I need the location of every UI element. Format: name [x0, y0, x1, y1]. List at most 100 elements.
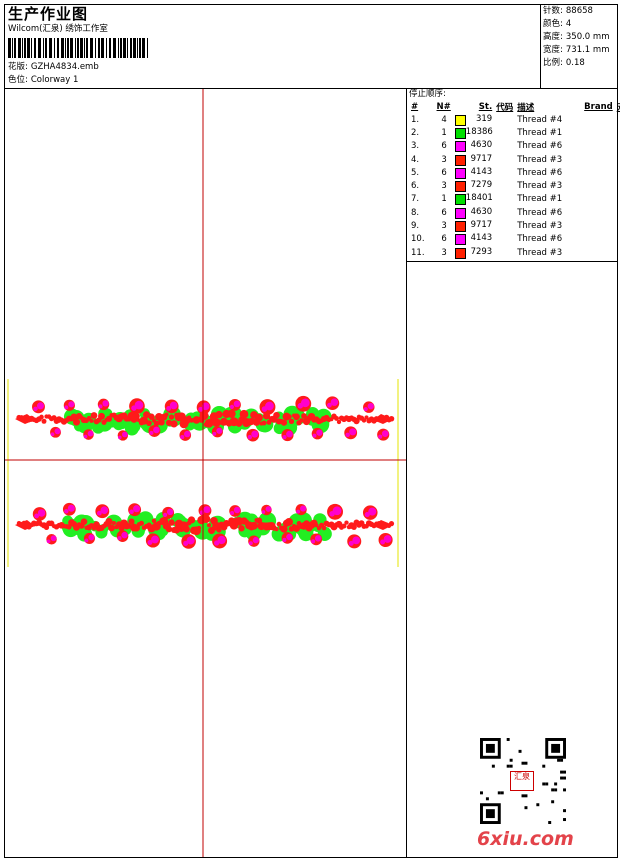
row-code	[494, 113, 515, 126]
pink-rose-center	[88, 534, 95, 541]
thread-color-swatch	[454, 154, 466, 166]
red-vine-stitch	[43, 524, 50, 531]
table-row: 7. 1 18401 Thread #1	[409, 193, 620, 206]
red-vine-stitch	[239, 409, 249, 419]
row-description: Thread #1	[517, 127, 563, 138]
qr-module	[524, 794, 528, 798]
qr-module	[480, 791, 483, 795]
pink-rose-highlight	[64, 509, 69, 514]
red-vine-stitch	[261, 420, 267, 426]
row-stitches: 7293	[453, 246, 494, 259]
qr-module	[563, 809, 566, 813]
red-vine-stitch	[255, 413, 263, 422]
right-end-leaf	[373, 520, 393, 530]
page-title: 生产作业图	[8, 5, 89, 23]
stat-label: 高度:	[543, 32, 563, 42]
row-needle: 6	[441, 234, 447, 245]
red-vine-stitch	[168, 414, 175, 420]
design-file-row: 花版: GZHA4834.emb	[8, 62, 99, 73]
qr-module	[485, 743, 495, 753]
pink-rose-center	[383, 535, 392, 543]
qr-module	[485, 809, 495, 819]
barcode-bar	[113, 38, 116, 58]
colorway-row: 色位: Colorway 1	[8, 75, 78, 86]
qr-module	[518, 749, 522, 753]
red-vine-stitch	[187, 516, 196, 524]
red-vine-stitch	[351, 524, 357, 530]
stat-label: 比例:	[543, 58, 563, 68]
stat-value: 731.1 mm	[565, 45, 610, 55]
barcode-bar	[75, 38, 76, 58]
qr-module	[563, 818, 566, 822]
row-needle: 1	[441, 127, 447, 138]
red-vine-stitch	[165, 525, 173, 533]
qr-module	[545, 782, 549, 786]
row-needle: 3	[441, 221, 447, 232]
red-vine-stitch	[285, 517, 293, 526]
red-vine-stitch	[336, 419, 342, 425]
red-vine-stitch	[128, 518, 135, 525]
red-vine-stitch	[353, 417, 360, 425]
row-needle: 1	[441, 194, 447, 205]
red-vine-stitch	[341, 523, 347, 529]
pink-rose-center	[50, 535, 57, 542]
left-end-leaf	[15, 520, 35, 530]
row-description: Thread #1	[517, 194, 563, 205]
stats-block: 针数: 88658 颜色: 4 高度: 350.0 mm 宽度: 731.1 mm 比例…	[543, 6, 609, 69]
barcode-bar	[142, 38, 145, 58]
pink-rose-center	[203, 506, 211, 514]
red-vine-stitch	[72, 418, 81, 426]
row-brand	[564, 219, 615, 232]
pink-rose-center	[36, 402, 45, 410]
row-code	[494, 153, 515, 166]
pink-rose-highlight	[199, 510, 205, 515]
qr-code	[480, 738, 566, 824]
pink-rose-highlight	[345, 432, 350, 438]
row-description: Thread #6	[517, 207, 563, 218]
col-code: 代码	[496, 103, 514, 113]
row-needle: 6	[441, 141, 447, 152]
row-brand	[564, 153, 615, 166]
qr-module	[554, 782, 558, 786]
pink-rose-highlight	[118, 435, 122, 440]
table-row: 6. 3 7279 Thread #3	[409, 179, 620, 193]
row-needle: 3	[441, 181, 447, 192]
pink-rose-center	[166, 508, 174, 516]
barcode-bar	[95, 38, 96, 58]
row-needle: 6	[441, 207, 447, 218]
pink-rose-center	[233, 400, 241, 408]
pink-rose-center	[37, 509, 46, 517]
pink-rose-center	[286, 430, 293, 438]
barcode-bar	[90, 38, 93, 58]
row-code	[494, 179, 515, 192]
barcode-bar	[43, 38, 44, 58]
row-stitches: 9717	[453, 219, 494, 233]
pink-rose-highlight	[149, 430, 154, 436]
row-element	[615, 153, 620, 166]
stat-value: 88658	[565, 6, 593, 16]
red-vine-stitch	[344, 520, 349, 525]
row-element	[615, 193, 620, 206]
pink-rose-center	[286, 533, 293, 541]
stat-value: 350.0 mm	[565, 32, 610, 42]
red-vine-stitch	[91, 526, 97, 531]
red-vine-stitch	[138, 520, 145, 526]
red-vine-stitch	[334, 415, 339, 421]
row-description: Thread #6	[517, 234, 563, 245]
red-vine-stitch	[202, 515, 211, 523]
barcode-bar	[133, 38, 136, 58]
qr-module	[551, 743, 561, 753]
pink-rose-highlight	[166, 406, 172, 411]
table-row: 10. 6 4143 Thread #6	[409, 233, 620, 246]
table-header-row: # N# St. 代码 描述 Brand 元素	[409, 101, 620, 113]
pink-rose-center	[186, 536, 195, 545]
row-index: 1.	[411, 114, 420, 125]
qr-module	[524, 806, 528, 810]
pink-rose-center	[330, 398, 339, 406]
barcode-bar	[139, 38, 141, 58]
pink-rose-highlight	[364, 512, 370, 518]
pink-rose-highlight	[380, 539, 386, 545]
table-row: 3. 6 4630 Thread #6	[409, 140, 620, 153]
row-needle: 4	[441, 114, 447, 125]
pink-rose-center	[349, 428, 357, 436]
